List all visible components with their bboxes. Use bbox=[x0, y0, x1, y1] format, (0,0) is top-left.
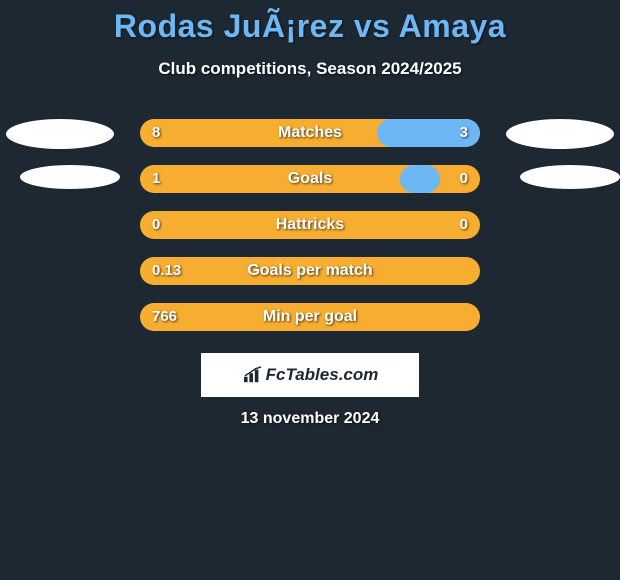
logo: FcTables.com bbox=[201, 353, 419, 397]
comparison-bars: 8 Matches 3 1 Goals 0 0 Hattricks 0 0.13… bbox=[0, 119, 620, 333]
stat-row-hattricks: 0 Hattricks 0 bbox=[0, 211, 620, 241]
stat-row-goals: 1 Goals 0 bbox=[0, 165, 620, 195]
stat-label: Matches bbox=[140, 119, 480, 147]
bar-chart-icon bbox=[242, 366, 264, 384]
value-right: 0 bbox=[460, 165, 468, 193]
stat-label: Min per goal bbox=[140, 303, 480, 331]
subtitle: Club competitions, Season 2024/2025 bbox=[0, 59, 620, 79]
logo-text: FcTables.com bbox=[266, 365, 379, 385]
stat-row-min-per-goal: 766 Min per goal bbox=[0, 303, 620, 333]
value-right: 3 bbox=[460, 119, 468, 147]
stat-label: Hattricks bbox=[140, 211, 480, 239]
stat-row-goals-per-match: 0.13 Goals per match bbox=[0, 257, 620, 287]
stat-label: Goals bbox=[140, 165, 480, 193]
value-right: 0 bbox=[460, 211, 468, 239]
page-title: Rodas JuÃ¡rez vs Amaya bbox=[0, 0, 620, 45]
date-label: 13 november 2024 bbox=[0, 410, 620, 428]
stat-row-matches: 8 Matches 3 bbox=[0, 119, 620, 149]
stat-label: Goals per match bbox=[140, 257, 480, 285]
